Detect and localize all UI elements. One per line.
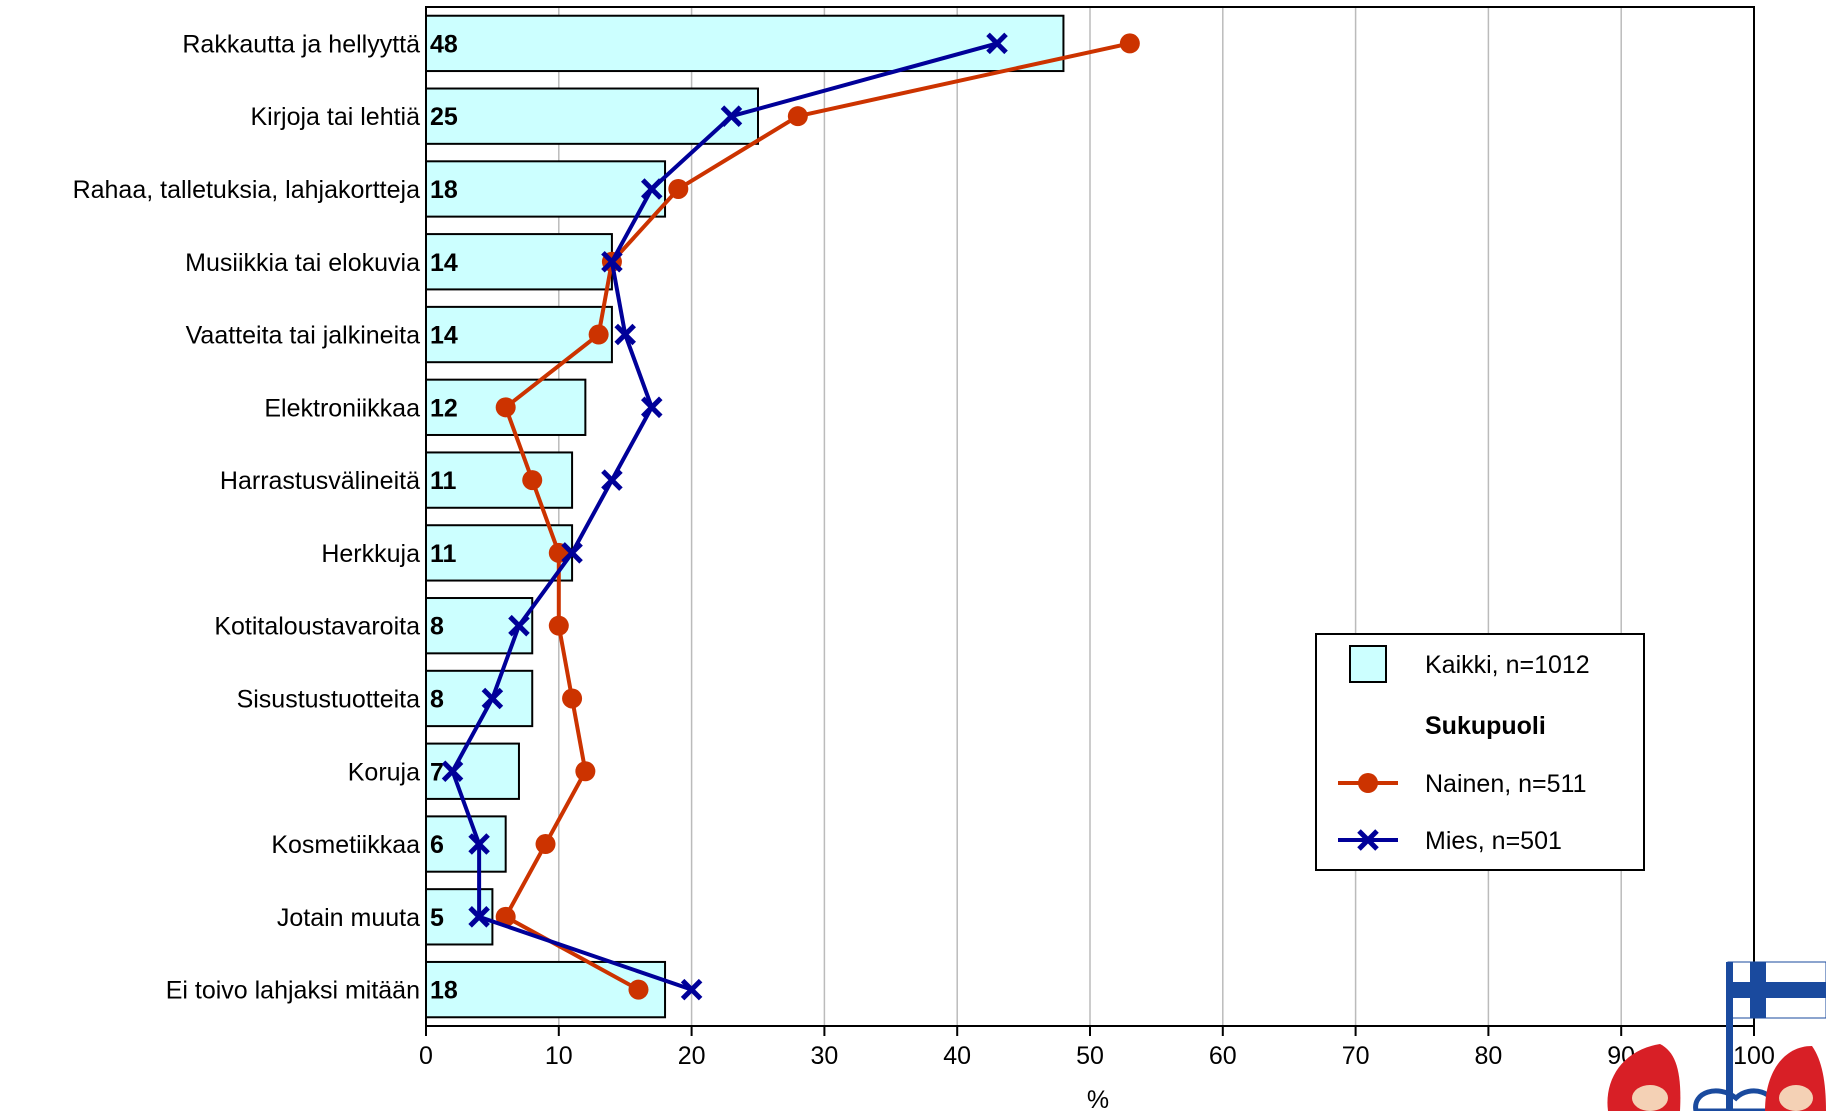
category-label: Musiikkia tai elokuvia — [185, 249, 420, 277]
bar-value-label: 25 — [430, 103, 458, 131]
x-tick-label: 40 — [943, 1042, 971, 1070]
series-lines — [441, 32, 1140, 1001]
legend-group-title: Sukupuoli — [1425, 712, 1546, 740]
data-point — [575, 761, 596, 782]
bar-value-label: 48 — [430, 30, 458, 58]
category-label: Kirjoja tai lehtiä — [250, 103, 420, 131]
data-point — [548, 615, 569, 636]
category-label: Herkkuja — [321, 540, 420, 568]
data-point — [668, 178, 689, 199]
series-line — [450, 41, 998, 992]
data-point — [441, 760, 464, 783]
data-point — [1119, 33, 1140, 54]
bar-value-label: 11 — [430, 467, 457, 495]
gridlines — [558, 7, 1622, 1026]
bar — [425, 815, 507, 873]
bars: 48 25 18 14 14 12 11 11 8 8 7 6 5 18 — [425, 14, 1065, 1019]
category-label: Rakkautta ja hellyyttä — [182, 30, 420, 58]
bar-value-label: 6 — [430, 831, 444, 859]
x-tick-label: 80 — [1474, 1042, 1502, 1070]
x-tick-label: 0 — [419, 1042, 433, 1070]
x-axis-ticks: 0 10 20 30 40 50 60 70 80 90 100 — [419, 1026, 1775, 1070]
data-point — [787, 106, 808, 127]
category-label: Kotitaloustavaroita — [214, 613, 420, 641]
legend-label-nainen: Nainen, n=511 — [1425, 770, 1586, 798]
bar-value-label: 12 — [430, 394, 458, 422]
data-point — [601, 469, 623, 491]
category-label: Ei toivo lahjaksi mitään — [166, 977, 420, 1005]
bar-value-label: 11 — [430, 540, 457, 568]
bar — [425, 669, 534, 728]
x-tick-label: 60 — [1209, 1042, 1237, 1070]
legend: Kaikki, n=1012 Sukupuoli Nainen, n=511 M… — [1315, 633, 1645, 871]
bar — [425, 14, 1065, 73]
x-tick-label: 20 — [678, 1042, 706, 1070]
bar-value-label: 14 — [430, 322, 458, 350]
category-label: Vaatteita tai jalkineita — [186, 322, 420, 350]
category-label: Harrastusvälineitä — [220, 467, 420, 495]
bar — [425, 451, 574, 509]
data-point — [522, 470, 543, 491]
data-point — [495, 906, 516, 927]
bar-value-label: 7 — [430, 758, 444, 786]
category-label: Sisustustuotteita — [237, 685, 421, 713]
data-point — [680, 978, 703, 1001]
bar — [425, 524, 574, 582]
category-label: Rahaa, talletuksia, lahjakortteja — [73, 176, 421, 204]
flag-pole — [1726, 962, 1733, 1111]
x-tick-label: 70 — [1342, 1042, 1370, 1070]
data-point — [481, 687, 504, 710]
bar-value-label: 8 — [430, 613, 444, 641]
data-point — [640, 178, 663, 200]
legend-marker-nainen — [1358, 773, 1378, 793]
x-tick-label: 50 — [1076, 1042, 1104, 1070]
bar-value-label: 18 — [430, 977, 458, 1005]
bar — [425, 960, 667, 1019]
legend-swatch-kaikki — [1349, 645, 1387, 683]
category-label: Kosmetiikkaa — [271, 831, 420, 859]
data-point — [535, 834, 556, 855]
data-point — [562, 688, 583, 709]
bar — [425, 87, 759, 145]
legend-marker-mies — [1357, 829, 1379, 851]
bar-value-label: 14 — [430, 249, 458, 277]
elf-face-left — [1632, 1085, 1668, 1111]
data-point — [614, 323, 636, 346]
elf-face-right — [1779, 1085, 1813, 1111]
x-tick-label: 100 — [1733, 1042, 1775, 1070]
data-point — [468, 833, 490, 855]
data-point — [508, 614, 530, 637]
data-point — [628, 979, 649, 1000]
bar — [425, 160, 667, 218]
bar-value-label: 8 — [430, 685, 444, 713]
flag-cross-horizontal — [1728, 982, 1826, 998]
legend-label-kaikki: Kaikki, n=1012 — [1425, 651, 1590, 679]
bar — [425, 597, 534, 655]
data-point — [588, 324, 609, 345]
category-label: Elektroniikkaa — [264, 394, 420, 422]
x-tick-label: 10 — [545, 1042, 573, 1070]
data-point — [468, 906, 490, 928]
series-line — [503, 41, 1131, 992]
x-axis-title: % — [1087, 1086, 1109, 1111]
data-point — [720, 105, 743, 127]
legend-label-mies: Mies, n=501 — [1425, 827, 1562, 855]
category-labels: Rakkautta ja hellyyttä Kirjoja tai lehtiä… — [73, 30, 421, 1004]
data-point — [601, 250, 623, 273]
category-label: Jotain muuta — [277, 904, 420, 932]
finland-flag-santa-mascot-icon — [1607, 961, 1826, 1114]
bar-value-label: 18 — [430, 176, 458, 204]
data-point — [561, 542, 583, 564]
data-point — [640, 396, 663, 419]
bar-value-label: 5 — [430, 904, 444, 932]
category-label: Koruja — [348, 758, 420, 786]
bar — [425, 305, 613, 364]
x-tick-label: 30 — [810, 1042, 838, 1070]
data-point — [986, 32, 1008, 55]
data-point — [495, 397, 516, 418]
heart-shape — [1693, 1088, 1777, 1114]
